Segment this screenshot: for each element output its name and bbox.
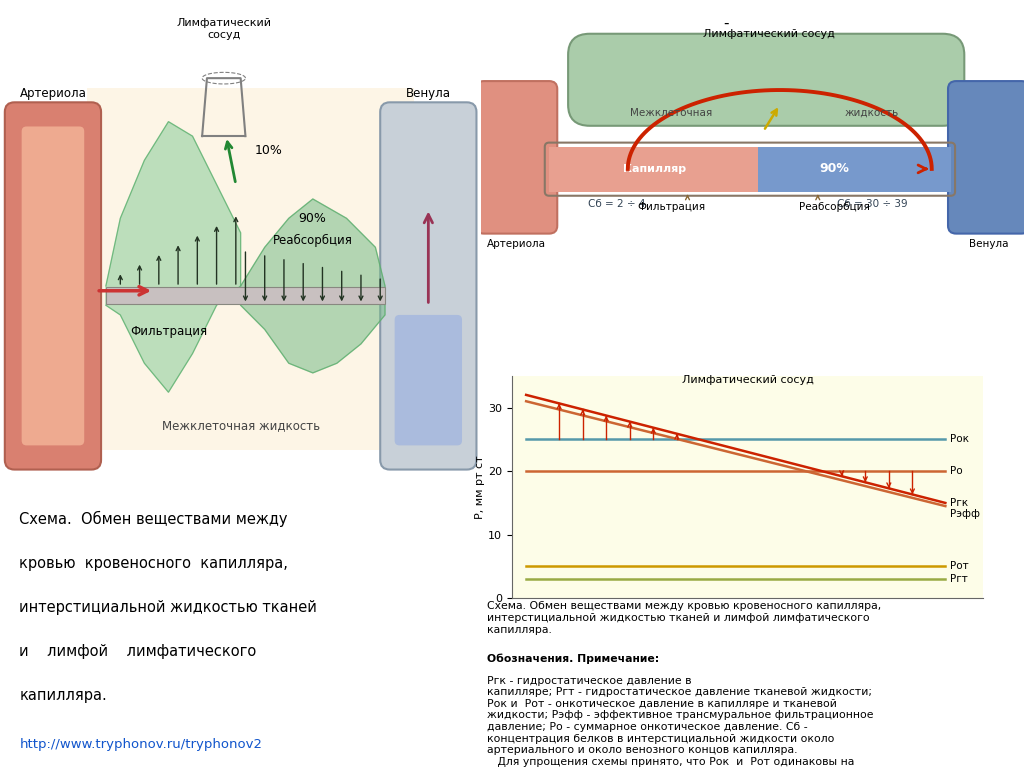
Text: Схема.  Обмен веществами между: Схема. Обмен веществами между — [19, 512, 288, 528]
FancyBboxPatch shape — [5, 102, 101, 469]
Text: Рок: Рок — [950, 434, 969, 444]
Text: жидкость: жидкость — [845, 108, 899, 118]
Text: Капилляр: Капилляр — [624, 164, 686, 174]
Text: Межклеточная: Межклеточная — [630, 108, 713, 118]
Text: 90%: 90% — [298, 212, 327, 225]
Bar — [549, 146, 758, 192]
Text: Межклеточная жидкость: Межклеточная жидкость — [162, 420, 319, 433]
Text: Обозначения. Примечание:: Обозначения. Примечание: — [486, 653, 659, 663]
Text: Сб = 2 ÷ 4: Сб = 2 ÷ 4 — [588, 199, 646, 209]
Text: и    лимфой    лимфатического: и лимфой лимфатического — [19, 644, 257, 659]
Text: Лимфатический
сосуд: Лимфатический сосуд — [176, 18, 271, 40]
FancyBboxPatch shape — [394, 315, 462, 446]
Text: интерстициальной жидкостью тканей: интерстициальной жидкостью тканей — [19, 600, 317, 615]
Text: Реабсорбция: Реабсорбция — [272, 234, 353, 247]
Text: Сб = 30 ÷ 39: Сб = 30 ÷ 39 — [837, 199, 907, 209]
FancyBboxPatch shape — [22, 127, 84, 446]
Text: 90%: 90% — [819, 163, 849, 176]
Text: -: - — [723, 16, 728, 31]
FancyBboxPatch shape — [948, 81, 1024, 234]
Text: Ргк - гидростатическое давление в
капилляре; Ргт - гидростатическое давление тка: Ргк - гидростатическое давление в капилл… — [486, 676, 880, 767]
Text: Лимфатический сосуд: Лимфатический сосуд — [682, 375, 813, 385]
Text: 10%: 10% — [255, 144, 283, 157]
Text: Артериола: Артериола — [19, 87, 86, 100]
Text: Лимфатический сосуд: Лимфатический сосуд — [703, 29, 835, 39]
Text: Артериола: Артериола — [487, 239, 546, 249]
Polygon shape — [105, 122, 241, 392]
Text: Венула: Венула — [969, 239, 1009, 249]
Text: Ргк: Ргк — [950, 498, 969, 508]
Text: Рот: Рот — [950, 561, 969, 571]
FancyBboxPatch shape — [476, 81, 557, 234]
Bar — [758, 146, 950, 192]
Polygon shape — [241, 199, 385, 373]
Bar — [87, 88, 414, 450]
Text: капилляра.: капилляра. — [19, 689, 108, 703]
Y-axis label: Р, мм рт ст: Р, мм рт ст — [475, 456, 485, 518]
Text: Ргт: Ргт — [950, 574, 968, 584]
FancyBboxPatch shape — [568, 34, 965, 126]
Text: Фильтрация: Фильтрация — [130, 324, 207, 337]
Text: Венула: Венула — [406, 87, 451, 100]
Bar — [105, 287, 385, 304]
Text: Ро: Ро — [950, 466, 963, 476]
Text: Схема. Обмен веществами между кровью кровеносного капилляра,
интерстициальной жи: Схема. Обмен веществами между кровью кро… — [486, 601, 881, 634]
FancyBboxPatch shape — [380, 102, 476, 469]
Text: http://www.tryphonov.ru/tryphonov2: http://www.tryphonov.ru/tryphonov2 — [19, 738, 262, 751]
Text: кровью  кровеносного  капилляра,: кровью кровеносного капилляра, — [19, 555, 289, 571]
Text: Фильтрация: Фильтрация — [637, 202, 706, 212]
Text: Рэфф: Рэфф — [950, 509, 980, 518]
Text: Реабсорбция: Реабсорбция — [799, 202, 869, 212]
